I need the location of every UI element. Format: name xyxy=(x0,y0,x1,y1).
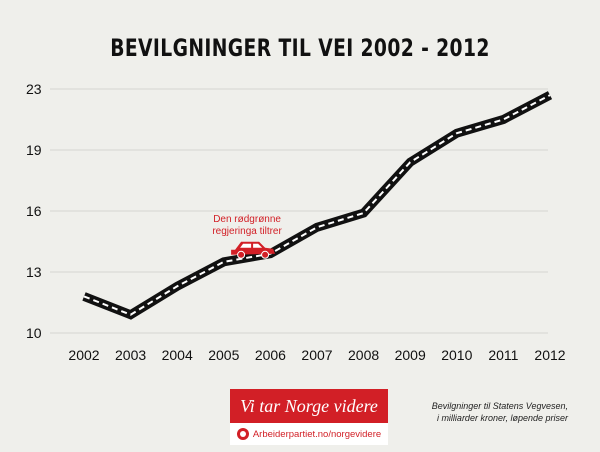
y-tick-label: 19 xyxy=(26,142,42,158)
rose-icon xyxy=(236,428,249,440)
source-note-line-2: i milliarder kroner, løpende priser xyxy=(436,413,568,423)
banner-link-row[interactable]: Arbeiderpartiet.no/norgevidere xyxy=(230,423,388,445)
annotation-line-1: Den rødgrønne xyxy=(213,214,281,225)
x-tick-label: 2010 xyxy=(441,347,472,363)
car-icon xyxy=(231,241,276,259)
x-tick-label: 2011 xyxy=(488,347,518,363)
campaign-banner[interactable]: Vi tar Norge videre Arbeiderpartiet.no/n… xyxy=(230,389,388,445)
y-tick-label: 10 xyxy=(26,325,42,341)
source-note-line-1: Bevilgninger til Statens Vegvesen, xyxy=(431,401,568,411)
banner-url[interactable]: Arbeiderpartiet.no/norgevidere xyxy=(252,428,382,440)
annotation: Den rødgrønne regjeringa tiltrer xyxy=(212,214,283,259)
annotation-line-2: regjeringa tiltrer xyxy=(212,226,282,237)
x-axis-ticks: 2002 2003 2004 2005 2006 2007 2008 2009 2010 2011… xyxy=(68,347,565,363)
x-tick-label: 2008 xyxy=(348,347,379,363)
chart-title: BEVILGNINGER TIL VEI 2002 - 2012 xyxy=(110,34,490,62)
grid-lines xyxy=(50,88,548,334)
x-tick-label: 2007 xyxy=(301,347,332,363)
x-tick-label: 2006 xyxy=(255,347,286,363)
x-tick-label: 2004 xyxy=(162,347,193,363)
x-tick-label: 2002 xyxy=(68,347,99,363)
x-tick-label: 2012 xyxy=(534,347,565,363)
road-line-series xyxy=(82,91,553,320)
y-tick-label: 13 xyxy=(26,264,42,280)
y-tick-label: 16 xyxy=(26,203,42,219)
y-tick-label: 23 xyxy=(26,81,42,97)
banner-slogan: Vi tar Norge videre xyxy=(230,389,388,423)
road-line xyxy=(82,91,553,320)
x-tick-label: 2005 xyxy=(208,347,239,363)
x-tick-label: 2003 xyxy=(115,347,146,363)
x-tick-label: 2009 xyxy=(395,347,426,363)
y-axis-ticks: 10 13 16 19 23 xyxy=(26,81,42,341)
source-note: Bevilgninger til Statens Vegvesen, i mil… xyxy=(398,400,568,424)
